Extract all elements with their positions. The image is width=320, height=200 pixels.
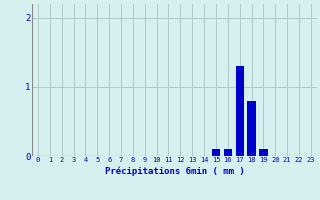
Bar (224, 149, 232, 156)
Bar (212, 149, 220, 156)
Bar (236, 66, 244, 156)
Bar (247, 101, 256, 156)
X-axis label: Précipitations 6min ( mm ): Précipitations 6min ( mm ) (105, 166, 244, 176)
Bar (259, 149, 268, 156)
